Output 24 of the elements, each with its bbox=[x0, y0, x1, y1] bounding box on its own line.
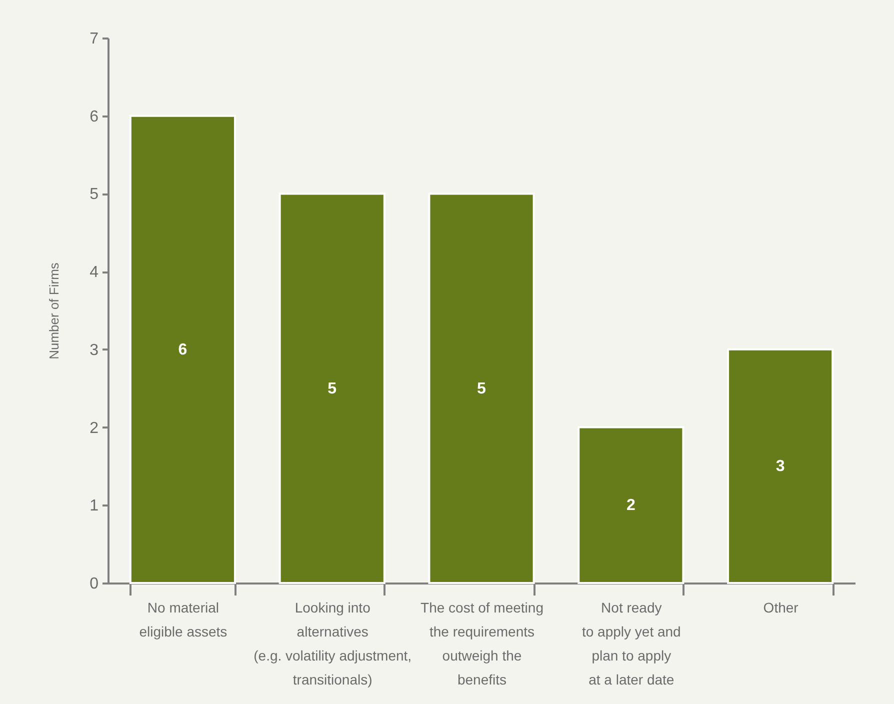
data-label: 5 bbox=[328, 380, 337, 398]
data-label: 6 bbox=[178, 341, 188, 358]
y-tick-label: 5 bbox=[90, 186, 99, 204]
bar bbox=[129, 114, 236, 584]
y-tick-label: 3 bbox=[90, 342, 99, 359]
data-label: 2 bbox=[626, 497, 636, 514]
bar bbox=[428, 192, 535, 584]
x-tick-label: Looking into alternatives (e.g. volatility adjustment, transitionals) bbox=[254, 600, 412, 688]
y-tick-label: 6 bbox=[90, 108, 99, 126]
y-tick-label: 1 bbox=[90, 498, 99, 515]
x-tick-label: Other bbox=[763, 600, 799, 616]
x-tick-label: No material eligible assets bbox=[139, 600, 228, 640]
data-label: 5 bbox=[477, 380, 486, 398]
y-tick-label: 2 bbox=[90, 420, 99, 437]
y-tick-label: 7 bbox=[90, 30, 99, 48]
bar bbox=[278, 192, 386, 584]
y-tick-label: 4 bbox=[90, 264, 99, 282]
y-tick-label: 0 bbox=[90, 576, 99, 592]
x-tick-label: The cost of meeting the requirements outweigh the benefits bbox=[420, 600, 544, 688]
x-tick-label: Not ready to apply yet and plan to apply at a later date bbox=[582, 600, 681, 688]
bar bbox=[578, 426, 684, 584]
data-label: 3 bbox=[776, 458, 785, 476]
y-axis-title: Number of Firms bbox=[46, 262, 62, 360]
bar bbox=[727, 348, 834, 584]
